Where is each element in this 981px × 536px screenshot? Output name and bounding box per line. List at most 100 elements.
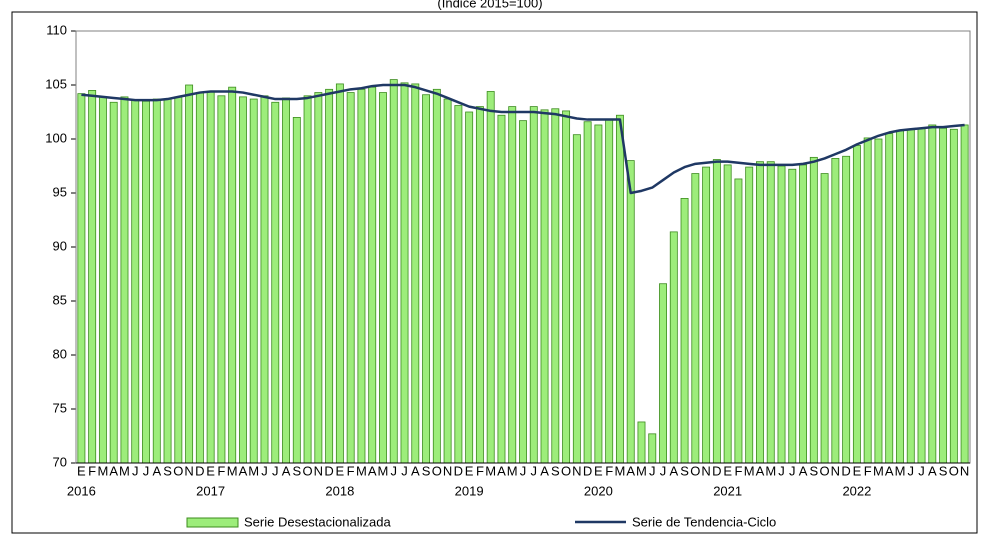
bar (906, 128, 915, 464)
x-tick-label: F (217, 463, 225, 478)
bar (540, 109, 549, 464)
x-tick-label: F (734, 463, 742, 478)
bar (131, 99, 140, 464)
x-tick-label: D (712, 463, 721, 478)
bar (368, 86, 377, 464)
bar (896, 129, 904, 464)
bar (519, 120, 527, 464)
x-tick-label: A (885, 463, 894, 478)
x-tick-label: D (841, 463, 850, 478)
x-tick-label: O (432, 463, 442, 478)
bar (217, 95, 226, 464)
bar (691, 173, 700, 464)
bar (529, 106, 538, 464)
x-tick-label: F (864, 463, 872, 478)
x-tick-label: D (324, 463, 333, 478)
x-tick-label: M (895, 463, 906, 478)
bar (820, 173, 829, 464)
legend-swatch (186, 517, 239, 528)
bar (432, 88, 441, 464)
x-tick-label: M (485, 463, 496, 478)
bar (777, 165, 786, 464)
x-tick-label: E (594, 463, 603, 478)
bar (389, 79, 398, 464)
x-tick-label: J (401, 463, 408, 478)
x-tick-label: O (690, 463, 700, 478)
bar (799, 164, 808, 464)
bar (626, 160, 635, 464)
y-tick-label: 70 (53, 454, 67, 469)
bar (885, 133, 894, 464)
bar (949, 128, 958, 464)
bar (723, 164, 732, 464)
x-tick-label: M (119, 463, 130, 478)
bar (185, 84, 194, 464)
x-tick-label: N (572, 463, 581, 478)
bar (766, 161, 775, 464)
x-tick-label: S (680, 463, 689, 478)
x-tick-label: E (853, 463, 862, 478)
bar (98, 96, 107, 464)
bar (163, 98, 172, 464)
bar (88, 90, 97, 464)
bar (863, 137, 872, 464)
year-label: 2021 (713, 483, 742, 498)
x-tick-label: O (173, 463, 183, 478)
y-tick-label: 100 (45, 130, 67, 145)
bar (174, 96, 183, 464)
bar (874, 138, 883, 464)
y-tick-label: 105 (45, 76, 67, 91)
bar (228, 86, 237, 464)
x-tick-label: F (88, 463, 96, 478)
bar (249, 98, 258, 464)
x-tick-label: J (908, 463, 915, 478)
x-tick-label: S (809, 463, 818, 478)
x-tick-label: E (336, 463, 345, 478)
bar (562, 110, 571, 464)
x-tick-label: J (918, 463, 925, 478)
bar (572, 134, 581, 464)
year-label: 2017 (196, 483, 225, 498)
bar (615, 114, 624, 464)
x-tick-label: M (98, 463, 109, 478)
bar (669, 231, 678, 464)
x-tick-label: F (605, 463, 613, 478)
bar (379, 92, 387, 464)
x-tick-label: J (789, 463, 796, 478)
bar (702, 166, 711, 464)
x-tick-label: J (390, 463, 397, 478)
bar (842, 155, 851, 464)
bar (120, 96, 129, 464)
legend-label: Serie de Tendencia-Ciclo (632, 514, 776, 529)
bar (475, 106, 484, 464)
x-tick-label: M (636, 463, 647, 478)
x-tick-label: A (928, 463, 937, 478)
bar (206, 91, 215, 464)
x-tick-label: D (454, 463, 463, 478)
bar (809, 156, 818, 464)
x-tick-label: S (939, 463, 948, 478)
bar (852, 145, 861, 464)
bar (680, 197, 689, 464)
x-tick-label: A (497, 463, 506, 478)
x-tick-label: A (411, 463, 420, 478)
x-tick-label: A (368, 463, 377, 478)
bar (454, 105, 463, 464)
x-tick-label: E (206, 463, 215, 478)
x-tick-label: M (227, 463, 238, 478)
x-tick-label: N (701, 463, 710, 478)
x-tick-label: M (248, 463, 259, 478)
x-tick-label: A (669, 463, 678, 478)
bar (960, 124, 969, 464)
y-tick-label: 95 (53, 184, 67, 199)
x-tick-label: J (778, 463, 785, 478)
x-tick-label: N (184, 463, 193, 478)
x-tick-label: D (583, 463, 592, 478)
x-tick-label: N (960, 463, 969, 478)
x-tick-label: J (531, 463, 538, 478)
x-tick-label: A (799, 463, 808, 478)
x-tick-label: O (949, 463, 959, 478)
bar (917, 127, 926, 464)
x-tick-label: M (873, 463, 884, 478)
